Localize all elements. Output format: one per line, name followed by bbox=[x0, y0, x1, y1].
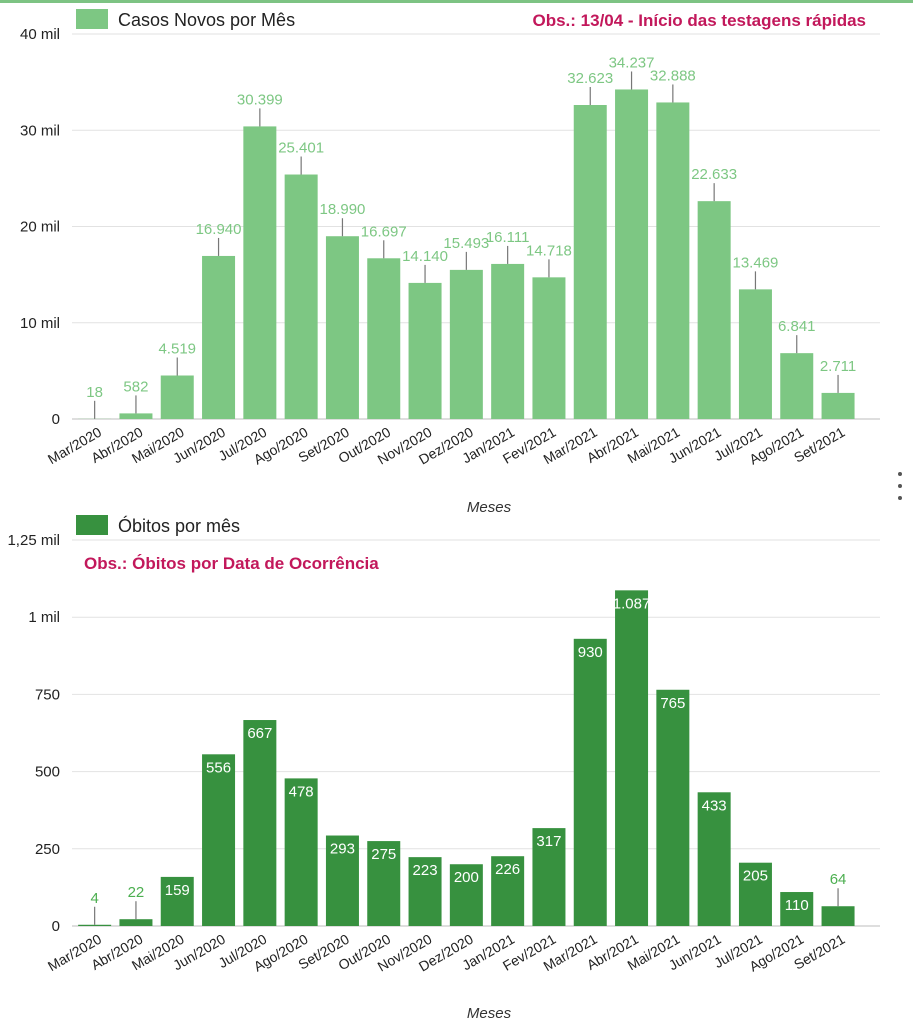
bar bbox=[821, 906, 855, 926]
data-label: 223 bbox=[413, 862, 438, 879]
data-label: 4 bbox=[90, 890, 98, 907]
bar bbox=[78, 924, 112, 926]
x-axis-label: Meses bbox=[467, 499, 512, 516]
data-label: 16.697 bbox=[361, 223, 407, 240]
bar bbox=[532, 277, 566, 419]
data-label: 317 bbox=[536, 833, 561, 850]
bar bbox=[532, 828, 566, 926]
data-label: 2.711 bbox=[820, 358, 856, 375]
bar bbox=[615, 89, 649, 419]
bar bbox=[697, 201, 731, 419]
bar bbox=[573, 105, 607, 419]
data-label: 200 bbox=[454, 869, 479, 886]
data-label: 32.888 bbox=[650, 67, 696, 84]
data-label: 18 bbox=[86, 384, 103, 401]
bar bbox=[325, 835, 359, 926]
data-label: 15.493 bbox=[443, 235, 489, 252]
data-label: 32.623 bbox=[567, 70, 613, 87]
bar bbox=[573, 638, 607, 926]
bar bbox=[119, 919, 153, 926]
data-label: 293 bbox=[330, 841, 355, 858]
bar bbox=[408, 857, 442, 926]
bar bbox=[160, 375, 194, 419]
y-tick-label: 250 bbox=[35, 841, 60, 858]
legend-swatch bbox=[76, 9, 108, 29]
data-label: 13.469 bbox=[733, 254, 779, 271]
bar bbox=[160, 876, 194, 926]
data-label: 16.111 bbox=[486, 229, 530, 246]
chart-note: Obs.: 13/04 - Início das testagens rápid… bbox=[532, 11, 866, 30]
bar bbox=[780, 353, 814, 419]
bar bbox=[738, 862, 772, 926]
bar bbox=[119, 413, 153, 419]
data-label: 4.519 bbox=[158, 341, 196, 358]
y-tick-label: 1,25 mil bbox=[7, 532, 60, 549]
data-label: 765 bbox=[660, 695, 685, 712]
bar bbox=[491, 263, 525, 419]
y-tick-label: 750 bbox=[35, 686, 60, 703]
data-label: 159 bbox=[165, 882, 190, 899]
bar bbox=[449, 269, 483, 419]
data-label: 16.940 bbox=[196, 221, 242, 238]
chart-note: Obs.: Óbitos por Data de Ocorrência bbox=[84, 554, 379, 573]
bar bbox=[491, 856, 525, 926]
data-label: 1.087 bbox=[613, 595, 651, 612]
data-label: 22 bbox=[128, 884, 145, 901]
data-label: 14.140 bbox=[402, 248, 448, 265]
bar bbox=[656, 102, 690, 419]
data-label: 667 bbox=[247, 725, 272, 742]
bar bbox=[408, 282, 442, 419]
y-tick-label: 20 mil bbox=[20, 219, 60, 236]
legend-label: Óbitos por mês bbox=[118, 515, 240, 536]
y-tick-label: 40 mil bbox=[20, 26, 60, 43]
data-label: 6.841 bbox=[778, 318, 816, 335]
y-tick-label: 0 bbox=[52, 918, 60, 935]
bar bbox=[284, 778, 318, 926]
data-label: 14.718 bbox=[526, 242, 572, 259]
data-label: 226 bbox=[495, 861, 520, 878]
bar bbox=[615, 590, 649, 926]
legend-swatch bbox=[76, 515, 108, 535]
bar bbox=[243, 720, 277, 926]
data-label: 205 bbox=[743, 868, 768, 885]
bar bbox=[656, 689, 690, 926]
y-tick-label: 500 bbox=[35, 764, 60, 781]
bar bbox=[367, 258, 401, 419]
data-label: 478 bbox=[289, 783, 314, 800]
bar bbox=[202, 255, 236, 419]
y-tick-label: 1 mil bbox=[28, 609, 60, 626]
data-label: 22.633 bbox=[691, 166, 737, 183]
top-accent-line bbox=[0, 0, 913, 3]
bar bbox=[202, 754, 236, 926]
legend-label: Casos Novos por Mês bbox=[118, 10, 295, 30]
more-options-icon[interactable] bbox=[893, 472, 907, 500]
data-label: 110 bbox=[785, 897, 809, 914]
data-label: 34.237 bbox=[609, 54, 655, 71]
bar bbox=[449, 864, 483, 926]
y-tick-label: 30 mil bbox=[20, 122, 60, 139]
bar bbox=[325, 236, 359, 419]
bar bbox=[243, 126, 277, 420]
data-label: 18.990 bbox=[320, 201, 366, 218]
data-label: 30.399 bbox=[237, 91, 283, 108]
data-label: 64 bbox=[830, 871, 847, 888]
bar bbox=[697, 792, 731, 926]
bar bbox=[284, 174, 318, 419]
x-axis-label: Meses bbox=[467, 1005, 512, 1022]
data-label: 25.401 bbox=[278, 140, 324, 157]
data-label: 433 bbox=[702, 797, 727, 814]
bar bbox=[367, 841, 401, 926]
y-tick-label: 0 bbox=[52, 411, 60, 428]
y-tick-label: 10 mil bbox=[20, 315, 60, 332]
data-label: 930 bbox=[578, 644, 603, 661]
bar bbox=[738, 289, 772, 419]
bar bbox=[780, 892, 814, 926]
data-label: 582 bbox=[123, 378, 148, 395]
data-label: 556 bbox=[206, 759, 231, 776]
bar bbox=[821, 392, 855, 419]
data-label: 275 bbox=[371, 846, 396, 863]
